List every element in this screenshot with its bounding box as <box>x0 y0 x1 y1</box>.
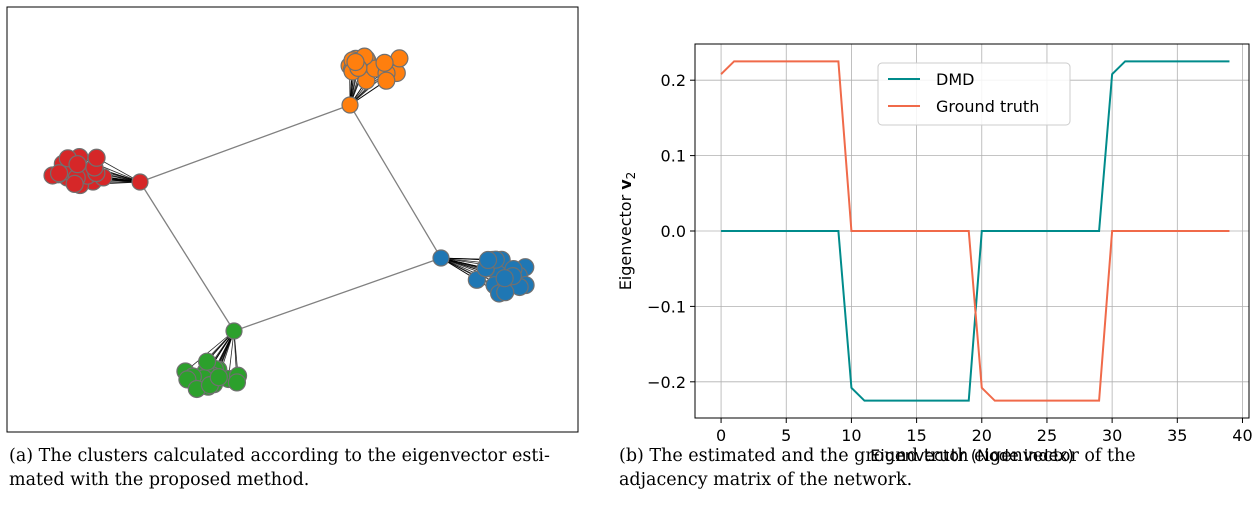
y-tick-label: 0.0 <box>661 222 686 241</box>
graph-node-blue <box>478 250 498 270</box>
graph-node-green <box>209 368 228 387</box>
x-tick-label: 35 <box>1167 426 1187 445</box>
caption-b-line1: (b) The estimated and the ground truth e… <box>619 446 1136 466</box>
y-tick-label: −0.1 <box>647 297 686 316</box>
graph-frame <box>6 6 579 433</box>
x-tick-label: 15 <box>906 426 926 445</box>
graph-edge-red-orange <box>139 104 351 183</box>
legend-entry: DMD <box>936 70 974 89</box>
graph-node-green <box>227 373 247 392</box>
graph-hub-node-red <box>131 173 149 191</box>
x-tick-label: 30 <box>1102 426 1122 445</box>
x-tick-label: 5 <box>781 426 791 445</box>
graph-edge-blue-green <box>233 257 442 332</box>
network-graph-panel <box>6 6 579 433</box>
graph-node-green <box>197 352 217 371</box>
legend-box <box>877 62 1071 126</box>
graph-hub-node-green <box>225 322 243 340</box>
caption-b-line2: adjacency matrix of the network. <box>619 470 913 490</box>
x-tick-label: 20 <box>972 426 992 445</box>
caption-a-line1: (a) The clusters calculated according to… <box>9 446 550 466</box>
chart-legend: DMD Ground truth <box>877 62 1071 126</box>
x-tick-label: 25 <box>1037 426 1057 445</box>
graph-edge-orange-blue <box>349 104 442 259</box>
graph-node-orange <box>377 71 396 90</box>
graph-nodes <box>43 47 535 399</box>
chart-series <box>720 60 1230 402</box>
x-tick-label: 10 <box>841 426 861 445</box>
y-tick-label: 0.2 <box>661 71 686 90</box>
graph-node-red <box>65 174 84 193</box>
y-axis-label: Eigenvector v2 <box>616 172 638 291</box>
graph-hub-node-orange <box>341 96 359 114</box>
graph-node-blue <box>495 269 514 288</box>
graph-node-red <box>68 155 87 174</box>
series-line-ground-truth <box>720 60 1230 402</box>
y-tick-label: 0.1 <box>661 147 686 166</box>
graph-edge-green-red <box>139 181 235 332</box>
eigenvector-line-chart: 0 5 10 15 20 25 30 35 40 −0.2 −0.1 0.0 0.1 0.2 Eigenv… <box>616 43 1253 465</box>
graph-node-orange <box>375 53 394 72</box>
chart-ticks: 0 5 10 15 20 25 30 35 40 −0.2 −0.1 0.0 0.1 0.2 <box>647 71 1253 445</box>
graph-hub-node-blue <box>432 249 450 267</box>
graph-node-red <box>87 148 106 167</box>
caption-b: (b) The estimated and the ground truth e… <box>619 444 1136 492</box>
x-tick-label: 40 <box>1232 426 1252 445</box>
legend-entry: Ground truth <box>936 97 1039 116</box>
y-tick-label: −0.2 <box>647 373 686 392</box>
x-axis-label: Eigenvector (Node index) <box>870 446 1074 465</box>
caption-a-line2: mated with the proposed method. <box>9 470 310 490</box>
x-tick-label: 0 <box>716 426 726 445</box>
graph-node-red <box>49 164 69 183</box>
graph-node-orange <box>346 52 365 72</box>
graph-edge-green-spoke <box>185 330 235 372</box>
caption-a: (a) The clusters calculated according to… <box>9 444 550 492</box>
